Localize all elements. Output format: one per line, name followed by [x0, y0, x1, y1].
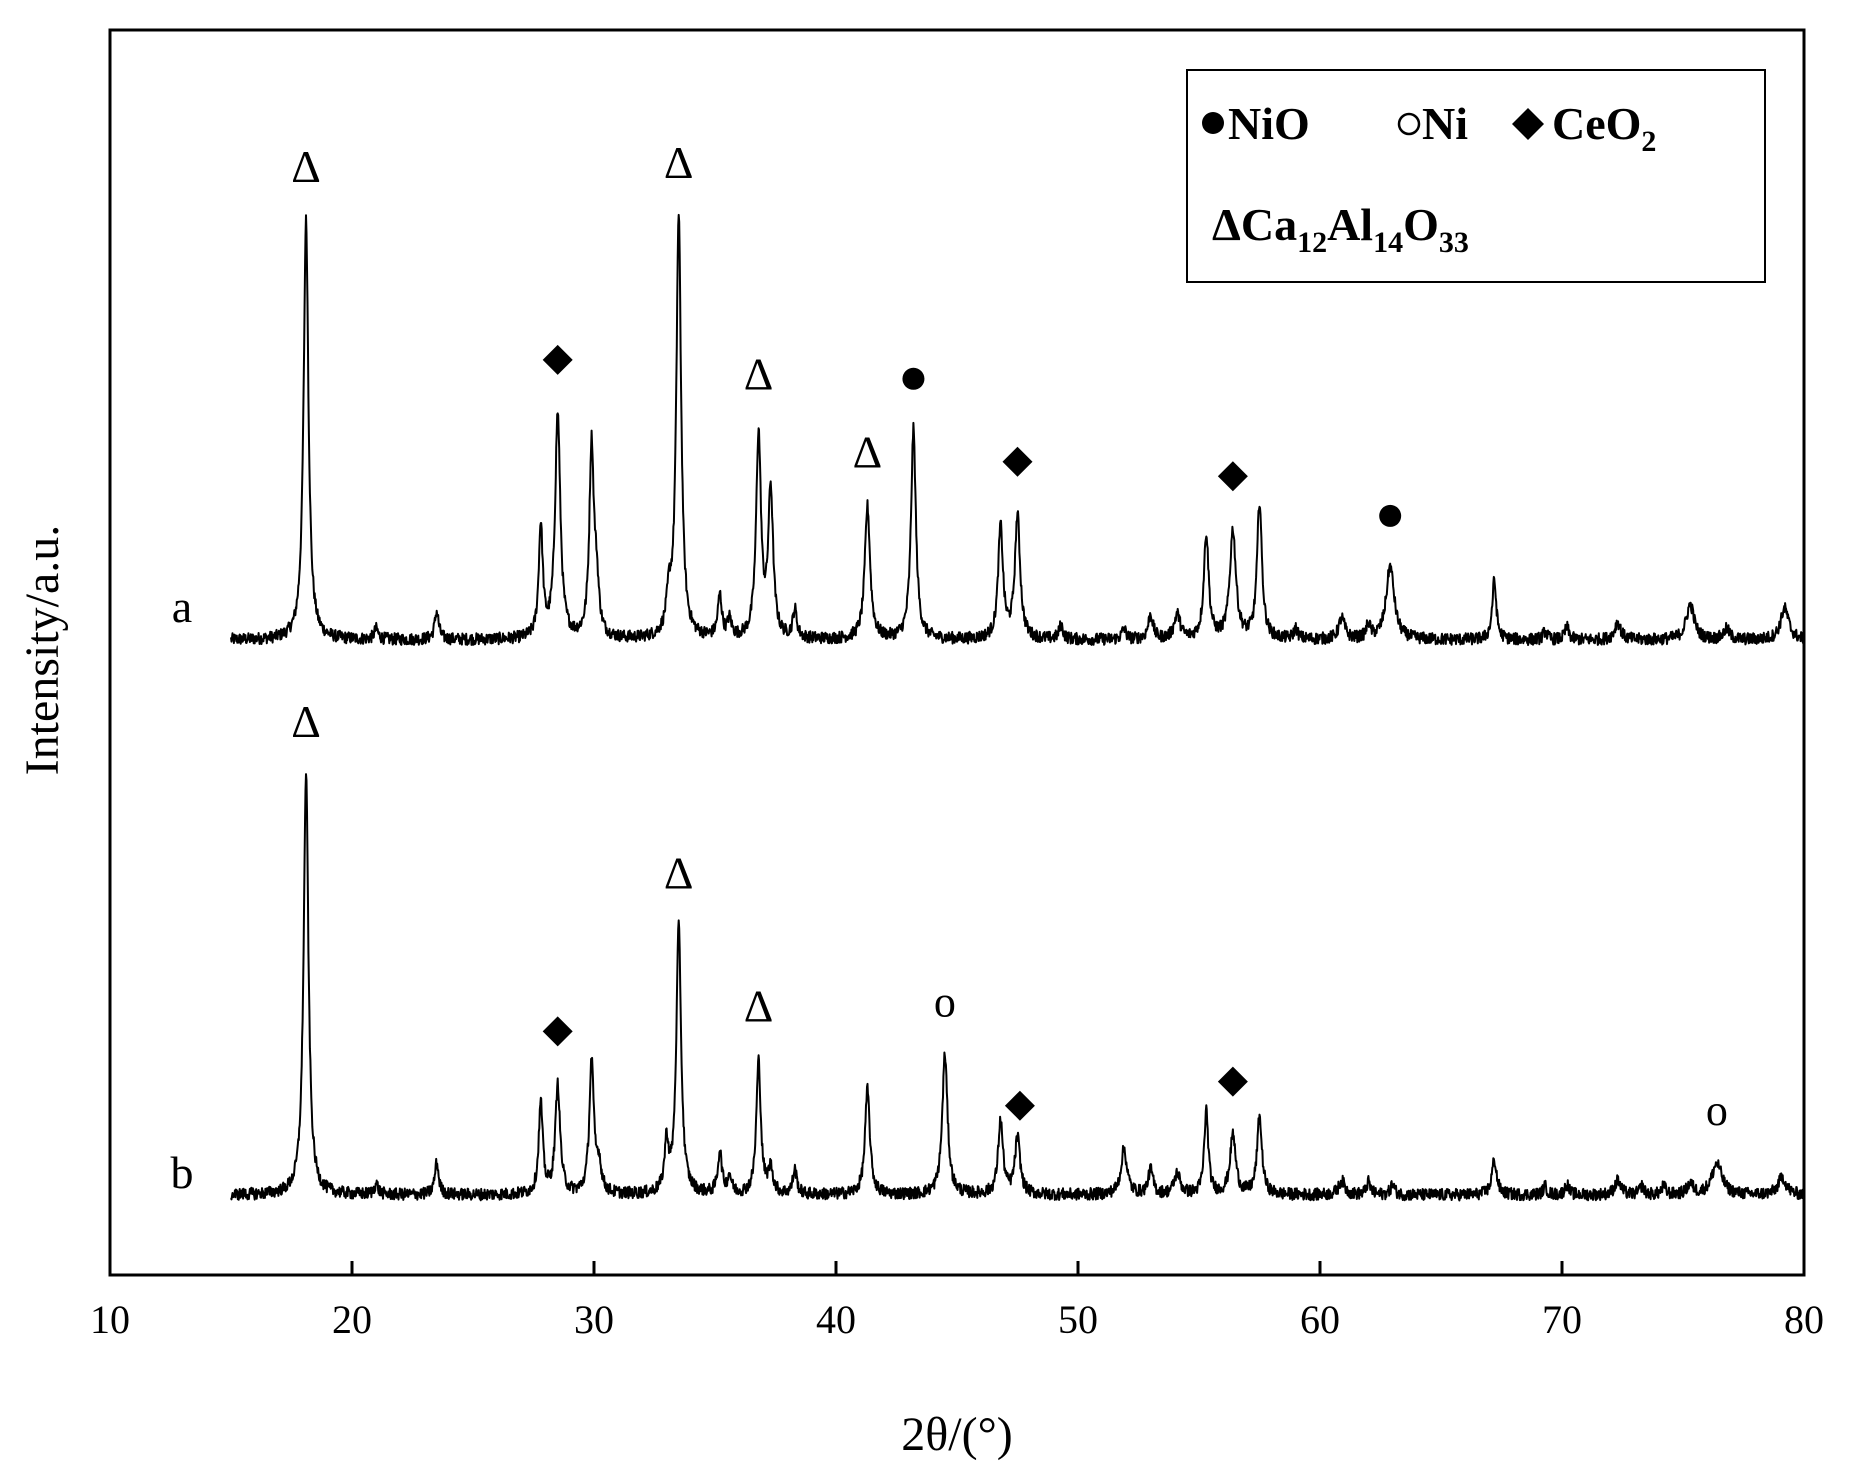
x-tick-label-30: 30: [574, 1297, 614, 1342]
traces: [230, 213, 1805, 1202]
legend-ca: Ca: [1241, 199, 1297, 250]
series-a-marker-2-triangle-icon: Δ: [664, 137, 694, 188]
plot-frame: [108, 28, 1806, 1277]
legend-label-ceo2-sub: 2: [1641, 125, 1656, 158]
legend: NiO Ni CeO2 ΔCa12Al14O33: [1186, 69, 1766, 283]
legend-label-ceo2: CeO2: [1552, 98, 1656, 158]
series-b-marker-6-ceo2-icon: [1217, 1066, 1248, 1097]
series-a-marker-4-triangle-icon: Δ: [853, 427, 883, 478]
x-axis: 10 20 30 40 50 60 70 80: [90, 1261, 1824, 1342]
x-tick-label-10: 10: [90, 1297, 130, 1342]
trace-a: [230, 213, 1805, 646]
series-b-marker-7-ni-icon: o: [1706, 1086, 1728, 1135]
peak-annotations: Δ Δ Δ Δ Δ Δ Δ o o: [291, 137, 1728, 1135]
x-tick-label-60: 60: [1300, 1297, 1340, 1342]
x-axis-label: 2θ/(°): [901, 1408, 1013, 1461]
legend-label-nio: NiO: [1228, 98, 1310, 149]
series-b-marker-3-triangle-icon: Δ: [744, 981, 774, 1032]
series-a-marker-7-ceo2-icon: [1217, 461, 1248, 492]
legend-al-sub: 14: [1373, 226, 1403, 259]
series-b-marker-1-ceo2-icon: [542, 1016, 573, 1047]
legend-o: O: [1403, 199, 1439, 250]
x-tick-label-50: 50: [1058, 1297, 1098, 1342]
triangle-legend-icon: Δ: [1212, 199, 1241, 250]
series-b-marker-4-ni-icon: o: [934, 977, 956, 1026]
x-tick-label-20: 20: [332, 1297, 372, 1342]
series-label-b: b: [171, 1147, 194, 1198]
series-b-marker-5-ceo2-icon: [1004, 1090, 1035, 1121]
legend-ca-sub: 12: [1297, 226, 1327, 259]
x-tick-label-40: 40: [816, 1297, 856, 1342]
legend-label-ceo2-main: CeO: [1552, 98, 1641, 149]
legend-box: [1186, 69, 1766, 283]
x-tick-label-80: 80: [1784, 1297, 1824, 1342]
legend-label-mayenite: ΔCa12Al14O33: [1212, 199, 1469, 259]
series-a-marker-8-nio-icon: [1379, 504, 1402, 527]
x-tick-label-70: 70: [1542, 1297, 1582, 1342]
series-a-marker-1-ceo2-icon: [542, 344, 573, 375]
trace-b: [230, 773, 1805, 1202]
series-a-marker-0-triangle-icon: Δ: [291, 141, 321, 192]
y-axis-label: Intensity/a.u.: [16, 525, 69, 776]
series-b-marker-2-triangle-icon: Δ: [664, 847, 694, 898]
legend-al: Al: [1327, 199, 1373, 250]
series-a-marker-6-ceo2-icon: [1002, 446, 1033, 477]
legend-label-ni: Ni: [1422, 98, 1468, 149]
series-a-marker-5-nio-icon: [902, 367, 925, 390]
series-label-a: a: [172, 581, 192, 632]
series-a-marker-3-triangle-icon: Δ: [744, 349, 774, 400]
ceo2-legend-icon: [1512, 108, 1544, 140]
legend-o-sub: 33: [1439, 226, 1469, 259]
series-b-marker-0-triangle-icon: Δ: [291, 696, 321, 747]
nio-legend-icon: [1202, 112, 1224, 134]
ni-legend-icon: [1397, 112, 1421, 136]
